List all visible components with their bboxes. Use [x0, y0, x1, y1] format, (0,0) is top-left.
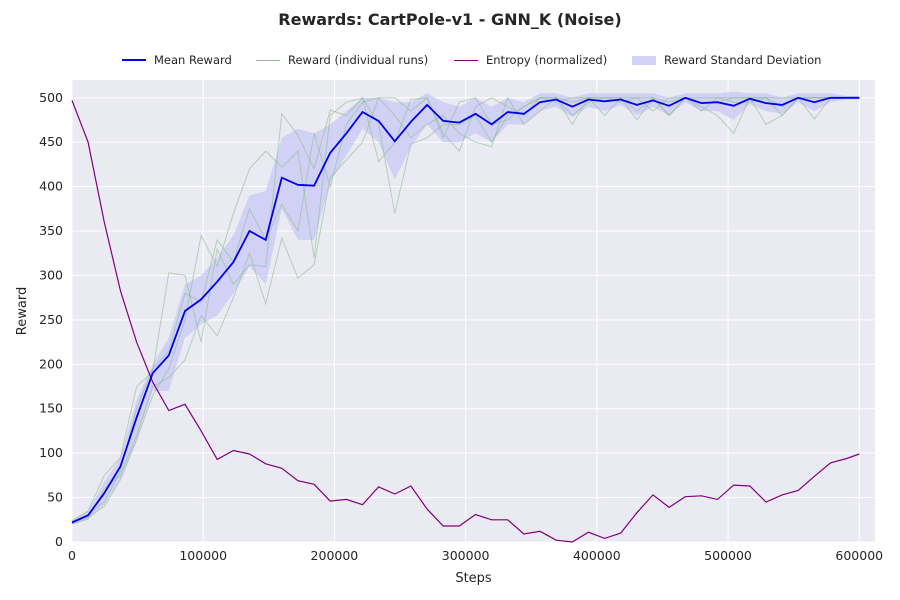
- legend-swatch-entropy: [454, 59, 478, 61]
- legend-item-individual-runs: Reward (individual runs): [256, 51, 428, 69]
- legend-swatch-std: [632, 55, 656, 65]
- y-axis-label: Reward: [15, 287, 30, 335]
- legend-label-individual-runs: Reward (individual runs): [288, 53, 429, 67]
- y-tick-label: 400: [39, 179, 63, 194]
- y-tick-label: 450: [39, 134, 63, 149]
- legend-label-mean-reward: Mean Reward: [154, 53, 232, 67]
- x-tick-label: 500000: [704, 548, 752, 563]
- legend-swatch-individual-runs: [256, 59, 280, 61]
- legend-label-std: Reward Standard Deviation: [664, 53, 822, 67]
- y-tick-label: 50: [47, 490, 63, 505]
- x-tick-label: 200000: [311, 548, 359, 563]
- x-tick-label: 0: [68, 548, 76, 563]
- legend-item-entropy: Entropy (normalized): [454, 51, 607, 69]
- y-tick-label: 350: [39, 223, 63, 238]
- std-band: [72, 91, 860, 525]
- y-tick-label: 250: [39, 312, 63, 327]
- x-tick-label: 600000: [835, 548, 883, 563]
- individual-run-line-1: [71, 96, 860, 522]
- x-tick-label: 300000: [442, 548, 490, 563]
- legend-swatch-mean-reward: [122, 59, 146, 61]
- y-tick-label: 150: [39, 401, 63, 416]
- y-tick-label: 200: [39, 356, 63, 371]
- legend-item-mean-reward: Mean Reward: [122, 51, 232, 69]
- x-axis-label: Steps: [455, 571, 492, 586]
- legend-label-entropy: Entropy (normalized): [486, 53, 608, 67]
- y-tick-label: 500: [39, 90, 63, 105]
- individual-run-line-2: [71, 96, 860, 525]
- y-tick-label: 100: [39, 445, 63, 460]
- individual-run-line-3: [71, 97, 860, 524]
- entropy-line: [71, 100, 860, 543]
- legend-item-std: Reward Standard Deviation: [632, 51, 821, 69]
- y-tick-label: 0: [55, 534, 63, 549]
- mean-reward-line: [71, 96, 860, 524]
- x-tick-label: 100000: [179, 548, 227, 563]
- individual-run-line-4: [71, 96, 860, 523]
- x-tick-label: 400000: [573, 548, 621, 563]
- chart-title: Rewards: CartPole-v1 - GNN_K (Noise): [278, 10, 622, 29]
- y-tick-label: 300: [39, 267, 63, 282]
- legend: Mean Reward Reward (individual runs) Ent…: [0, 51, 900, 69]
